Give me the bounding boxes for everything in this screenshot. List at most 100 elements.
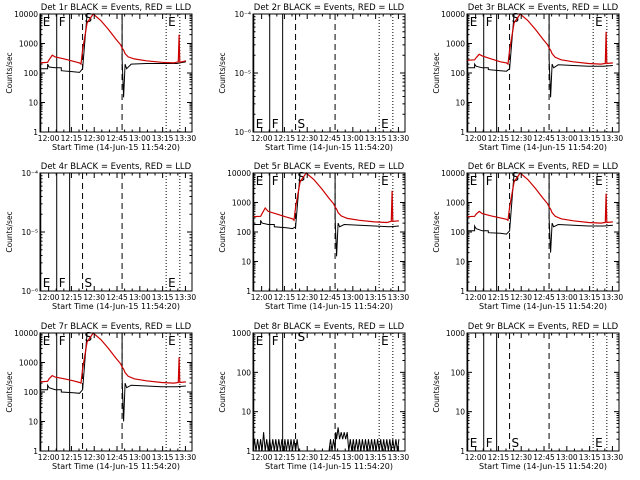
y-axis-title: Counts/sec — [5, 371, 14, 412]
marker-label-e: E — [381, 117, 389, 131]
y-tick-label: 1 — [460, 128, 465, 137]
y-tick-label: 10 — [455, 258, 465, 267]
y-axis-title: Counts/sec — [218, 371, 227, 412]
x-tick-label: 13:30 — [602, 293, 624, 302]
marker-label-s: S — [512, 11, 520, 25]
panel-title: Det 7r BLACK = Events, RED = LLD — [41, 322, 192, 332]
x-tick-label: 13:00 — [129, 134, 151, 143]
panel-title: Det 2r BLACK = Events, RED = LLD — [254, 3, 405, 13]
x-tick-label: 13:15 — [152, 293, 174, 302]
y-tick-label: 10000 — [227, 169, 251, 178]
y-tick-label: 10⁻⁶ — [234, 128, 251, 137]
x-tick-label: 12:15 — [488, 293, 510, 302]
y-tick-label: 100 — [451, 228, 466, 237]
y-tick-label: 10⁻⁵ — [21, 228, 38, 237]
y-axis-title: Counts/sec — [218, 211, 227, 252]
marker-label-e: E — [381, 174, 389, 188]
x-tick-label: 12:30 — [83, 134, 105, 143]
y-tick-label: 1000 — [232, 329, 251, 338]
x-tick-label: 12:00 — [38, 293, 60, 302]
x-tick-label: 12:30 — [510, 134, 532, 143]
y-axis-title: Counts/sec — [432, 52, 441, 93]
plot-frame — [39, 172, 193, 292]
x-tick-label: 13:30 — [388, 134, 410, 143]
y-tick-label: 1000 — [446, 329, 465, 338]
x-tick-label: 13:30 — [388, 293, 410, 302]
x-tick-label: 12:45 — [319, 453, 341, 462]
x-axis-title: Start Time (14-Jun-15 11:54:20) — [52, 462, 180, 471]
x-tick-label: 12:30 — [296, 453, 318, 462]
x-axis-title: Start Time (14-Jun-15 11:54:20) — [479, 302, 607, 311]
y-tick-label: 10000 — [14, 329, 38, 338]
x-tick-label: 12:30 — [83, 453, 105, 462]
x-tick-label: 12:15 — [61, 453, 83, 462]
marker-label-s: S — [512, 436, 520, 450]
y-tick-label: 100 — [24, 69, 39, 78]
y-axis-title: Counts/sec — [218, 52, 227, 93]
x-tick-label: 12:45 — [106, 293, 128, 302]
y-tick-label: 1000 — [232, 199, 251, 208]
y-tick-label: 10 — [455, 408, 465, 417]
y-tick-label: 10 — [28, 418, 38, 427]
y-tick-label: 100 — [237, 228, 252, 237]
y-tick-label: 10⁻⁴ — [21, 169, 38, 178]
marker-label-e: E — [470, 15, 478, 29]
marker-label-s: S — [298, 170, 306, 184]
y-axis-title: Counts/sec — [5, 211, 14, 252]
x-tick-label: 13:30 — [388, 453, 410, 462]
marker-label-e: E — [168, 15, 176, 29]
y-tick-label: 1 — [33, 447, 38, 456]
y-tick-label: 10⁻⁵ — [234, 69, 251, 78]
panel-title: Det 5r BLACK = Events, RED = LLD — [254, 162, 405, 172]
panel-title: Det 9r BLACK = Events, RED = LLD — [468, 322, 619, 332]
lld-series-line — [39, 13, 187, 66]
x-tick-label: 12:45 — [106, 134, 128, 143]
y-tick-label: 10⁻⁶ — [21, 287, 38, 296]
plot-frame — [252, 332, 406, 452]
marker-label-s: S — [85, 276, 93, 290]
lld-series-line — [39, 332, 186, 384]
x-tick-label: 13:00 — [342, 134, 364, 143]
marker-label-e: E — [470, 436, 478, 450]
x-tick-label: 13:00 — [556, 453, 578, 462]
x-tick-label: 12:45 — [533, 453, 555, 462]
x-tick-label: 13:00 — [129, 293, 151, 302]
marker-label-f: F — [486, 436, 493, 450]
y-tick-label: 10 — [241, 258, 251, 267]
marker-label-s: S — [512, 170, 520, 184]
x-tick-label: 13:15 — [579, 134, 601, 143]
plot-frame — [252, 172, 406, 292]
x-tick-label: 12:15 — [61, 293, 83, 302]
y-tick-label: 10000 — [441, 10, 465, 19]
marker-label-f: F — [486, 15, 493, 29]
x-tick-label: 12:00 — [251, 134, 273, 143]
marker-label-e: E — [256, 174, 264, 188]
marker-label-e: E — [595, 174, 603, 188]
marker-label-f: F — [59, 15, 66, 29]
panel-title: Det 3r BLACK = Events, RED = LLD — [468, 3, 619, 13]
x-tick-label: 12:15 — [488, 453, 510, 462]
y-tick-label: 1 — [460, 287, 465, 296]
y-tick-label: 1000 — [446, 40, 465, 49]
x-axis-title: Start Time (14-Jun-15 11:54:20) — [479, 143, 607, 152]
marker-label-s: S — [85, 11, 93, 25]
x-tick-label: 12:15 — [61, 134, 83, 143]
x-axis-title: Start Time (14-Jun-15 11:54:20) — [265, 302, 393, 311]
y-tick-label: 10 — [241, 408, 251, 417]
y-tick-label: 100 — [24, 388, 39, 397]
x-tick-label: 12:15 — [488, 134, 510, 143]
marker-label-e: E — [595, 15, 603, 29]
marker-label-f: F — [486, 174, 493, 188]
marker-label-e: E — [43, 334, 51, 348]
x-tick-label: 12:00 — [38, 453, 60, 462]
x-axis-title: Start Time (14-Jun-15 11:54:20) — [52, 143, 180, 152]
x-tick-label: 12:15 — [274, 293, 296, 302]
x-tick-label: 12:00 — [251, 293, 273, 302]
x-tick-label: 12:00 — [465, 134, 487, 143]
x-axis-title: Start Time (14-Jun-15 11:54:20) — [479, 462, 607, 471]
x-tick-label: 13:00 — [342, 293, 364, 302]
x-tick-label: 12:00 — [251, 453, 273, 462]
